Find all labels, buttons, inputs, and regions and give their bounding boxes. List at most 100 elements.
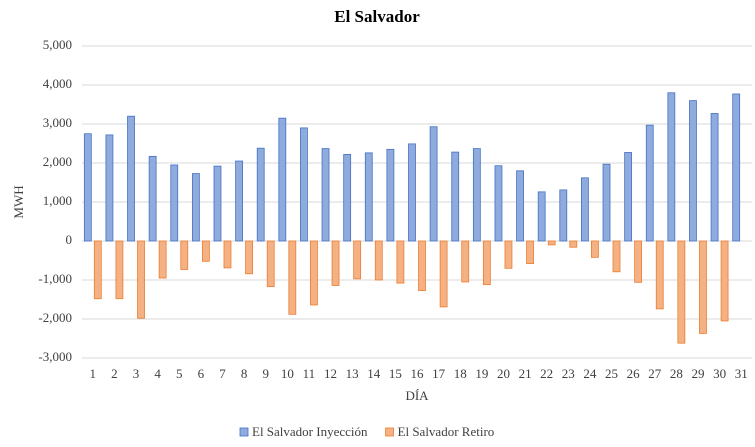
x-tick-label: 16 [411,366,425,381]
y-tick-label: 3,000 [43,115,72,130]
y-axis-label: MWH [11,185,26,218]
bar [235,160,243,242]
bar [83,133,92,242]
y-tick-label: -3,000 [38,349,72,364]
x-tick-label: 30 [713,366,726,381]
bar [105,134,114,242]
bar [396,240,405,284]
bar [720,240,729,322]
bar [331,240,340,286]
y-tick-label: 5,000 [43,37,72,52]
x-tick-label: 4 [154,366,161,381]
bar [170,164,179,242]
bar [504,240,513,269]
bar [634,240,643,283]
legend-swatch [385,427,394,437]
x-tick-label: 5 [176,366,183,381]
bar [278,117,287,242]
bar [547,240,556,246]
bar [300,127,308,242]
bar [439,240,448,308]
bar [180,240,189,270]
bar [472,148,481,242]
x-tick-label: 19 [475,366,488,381]
bar [624,152,633,242]
bar [245,240,253,275]
x-tick-label: 25 [605,366,618,381]
bar [429,126,438,242]
bar [569,240,578,248]
y-tick-label: 1,000 [43,193,72,208]
bar [374,240,383,281]
bar [537,191,546,242]
bar [482,240,491,286]
bar [494,165,503,242]
bar [667,92,676,242]
bar [516,170,524,242]
x-tick-label: 28 [670,366,683,381]
x-tick-label: 13 [346,366,359,381]
y-tick-label: 4,000 [43,76,72,91]
bar [581,177,589,242]
bar [386,148,395,242]
bar [451,151,460,242]
bar [526,240,534,265]
x-tick-label: 9 [262,366,269,381]
bar [93,240,102,300]
y-tick-label: 0 [66,232,73,247]
bar [137,240,145,319]
bar [732,93,741,242]
x-tick-label: 23 [562,366,575,381]
x-tick-label: 10 [281,366,294,381]
x-tick-label: 27 [648,366,662,381]
bar [127,115,135,242]
x-tick-label: 31 [735,366,748,381]
bar [191,173,200,242]
x-tick-label: 21 [519,366,532,381]
chart-title: El Salvador [334,7,420,26]
x-tick-label: 14 [367,366,381,381]
x-tick-label: 6 [198,366,205,381]
bar [201,240,210,262]
x-tick-label: 29 [691,366,704,381]
bar [353,240,362,280]
bar [213,165,222,242]
bar [256,147,265,242]
bar [158,240,167,279]
bar [223,240,232,269]
x-tick-label: 2 [111,366,118,381]
x-tick-label: 17 [432,366,446,381]
bar [364,152,373,242]
x-tick-label: 24 [583,366,597,381]
bar [602,163,611,242]
x-tick-label: 11 [303,366,316,381]
x-tick-label: 22 [540,366,553,381]
y-tick-label: -2,000 [38,310,72,325]
bar [408,143,416,242]
bar [310,240,318,306]
bar [645,124,654,242]
x-tick-label: 20 [497,366,510,381]
x-tick-label: 26 [627,366,641,381]
bar [343,154,352,242]
bar [655,240,664,310]
x-tick-label: 3 [133,366,140,381]
x-axis-label: DÍA [405,388,429,403]
legend-swatch [239,427,249,437]
bar [612,240,621,273]
bar [288,240,297,315]
bar [461,240,470,283]
y-tick-label: 2,000 [43,154,72,169]
x-tick-label: 8 [241,366,248,381]
legend-label: El Salvador Retiro [398,424,495,439]
x-tick-label: 15 [389,366,402,381]
legend-label: El Salvador Inyección [252,424,368,439]
bar [591,240,599,258]
x-tick-label: 12 [324,366,337,381]
bar [710,113,719,242]
bar [321,148,330,242]
bar [559,189,568,242]
bar [699,240,707,334]
bar [677,240,686,344]
